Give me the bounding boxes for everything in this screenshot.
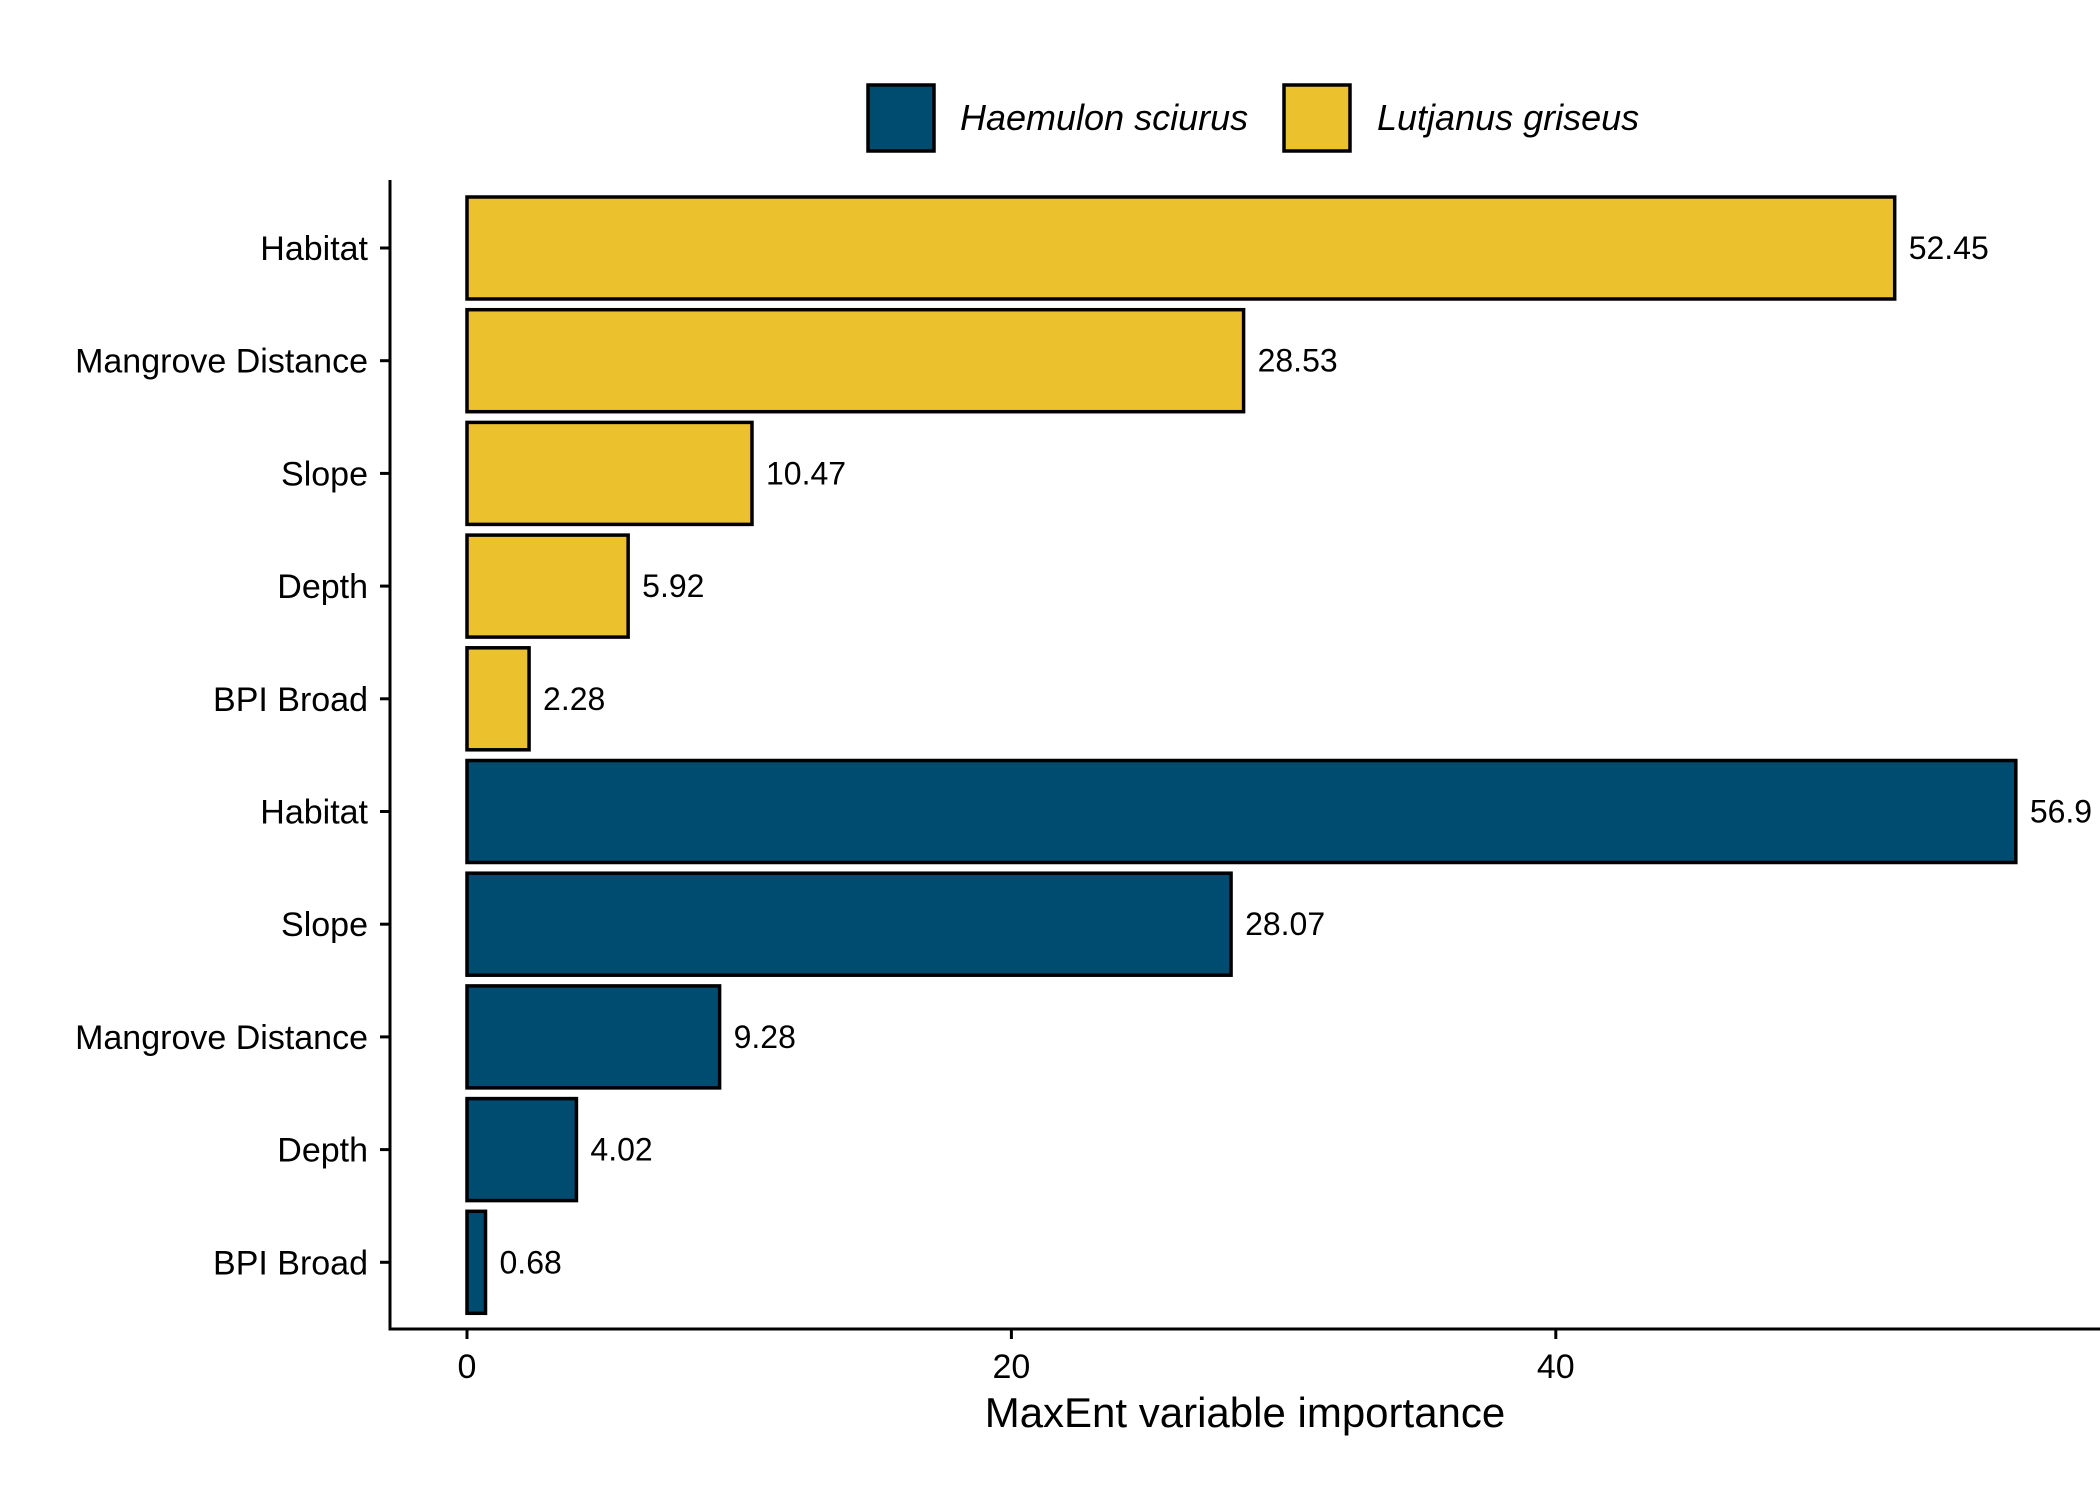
bar: [465, 533, 630, 639]
bar-value-label: 28.07: [1245, 906, 1325, 942]
y-tick-label: Depth: [277, 1132, 368, 1170]
y-tick-label: Mangrove Distance: [75, 1019, 368, 1057]
bar-value-label: 4.02: [590, 1132, 652, 1168]
bar: [465, 1209, 488, 1316]
bar: [465, 984, 722, 1090]
y-axis: Habitat Mangrove Distance Slope Depth BPI Br…: [75, 180, 392, 1331]
bar: [465, 1096, 579, 1203]
bar: [465, 420, 754, 527]
y-tick-label: Mangrove Distance: [75, 343, 368, 381]
legend-label: Haemulon sciurus: [960, 97, 1248, 138]
legend: Haemulon sciurus Lutjanus griseus: [866, 83, 1639, 153]
bar-value-label: 0.68: [500, 1244, 562, 1280]
legend-key: [1282, 83, 1352, 153]
bar: [465, 195, 1897, 301]
legend-label: Lutjanus griseus: [1377, 97, 1639, 138]
bar-value-label: 5.92: [642, 568, 704, 604]
x-axis: 0 20 40: [390, 1327, 2100, 1386]
y-tick-label: Depth: [277, 568, 368, 606]
x-tick-label: 20: [992, 1348, 1030, 1386]
y-tick-label: BPI Broad: [213, 1244, 368, 1282]
bar-value-label: 56.9: [2030, 794, 2092, 830]
bar: [465, 871, 1233, 977]
bar-value-label: 52.45: [1909, 230, 1989, 266]
bars-group: 52.45 28.53 10.47 5.92 2.28 56.9 28.07 9.28 4.02…: [465, 195, 2092, 1316]
y-tick-label: Slope: [281, 906, 368, 944]
x-tick-label: 40: [1537, 1348, 1575, 1386]
y-tick-label: Habitat: [260, 230, 368, 268]
legend-key: [866, 83, 936, 153]
bar: [465, 307, 1246, 414]
bar-value-label: 2.28: [543, 681, 605, 717]
bar: [465, 646, 531, 752]
x-tick-label: 0: [458, 1348, 477, 1386]
y-tick-label: BPI Broad: [213, 681, 368, 719]
bar-value-label: 10.47: [766, 455, 846, 491]
y-tick-label: Habitat: [260, 794, 368, 832]
bar-value-label: 28.53: [1258, 343, 1338, 379]
bar-value-label: 9.28: [734, 1019, 796, 1055]
y-tick-label: Slope: [281, 455, 368, 493]
x-axis-title: MaxEnt variable importance: [985, 1389, 1506, 1436]
bar: [465, 758, 2018, 865]
